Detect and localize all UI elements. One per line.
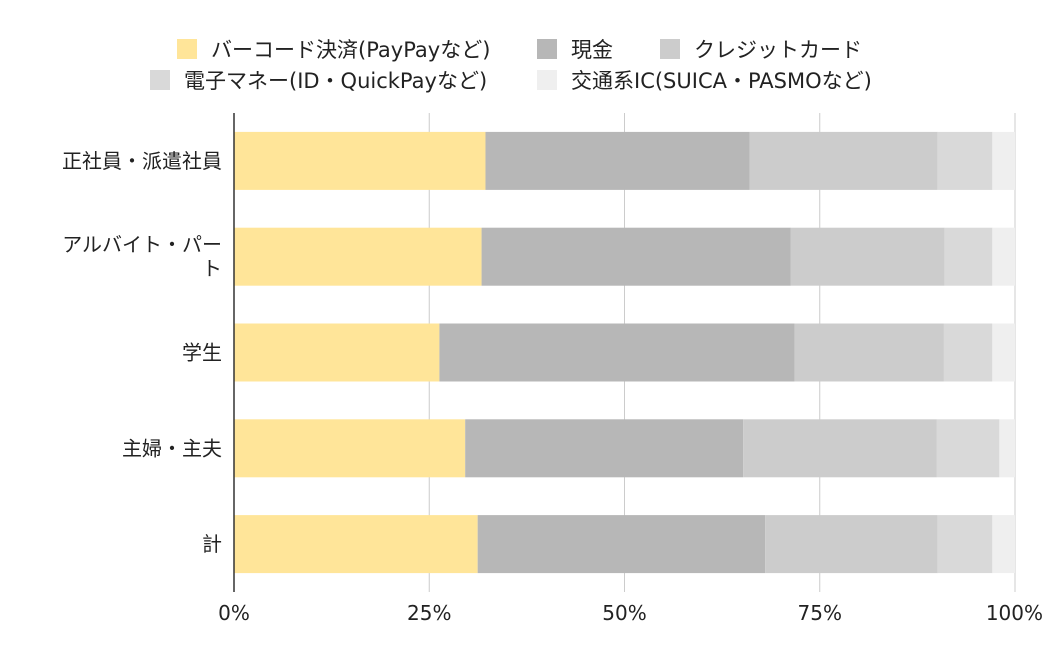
bar-segment <box>936 419 1000 478</box>
legend-item-3: 電子マネー(ID・QuickPayなど) <box>150 65 487 95</box>
legend-label: 交通系IC(SUICA・PASMOなど) <box>571 69 872 93</box>
bar-segment <box>485 131 750 190</box>
x-tick-label: 75% <box>798 601 842 625</box>
bar-segment <box>749 131 938 190</box>
bar-segment <box>992 323 1015 382</box>
legend-label: 現金 <box>571 38 613 62</box>
legend-label: 電子マネー(ID・QuickPayなど) <box>184 69 488 93</box>
x-tick-label: 50% <box>602 601 646 625</box>
legend-label: バーコード決済(PayPayなど) <box>211 38 491 62</box>
bar-segment <box>234 323 440 382</box>
category-label: アルバイト・パート <box>62 233 222 281</box>
legend-item-4: 交通系IC(SUICA・PASMOなど) <box>537 65 872 95</box>
legend-item-2: クレジットカード <box>660 34 862 64</box>
bar-segment <box>944 227 993 286</box>
bar-segment <box>439 323 795 382</box>
legend-swatch <box>537 39 557 59</box>
category-label: 学生 <box>182 341 222 365</box>
bar-segment <box>234 515 478 574</box>
category-label: 主婦・主夫 <box>122 436 222 460</box>
bar-segment <box>465 419 744 478</box>
category-label: 正社員・派遣社員 <box>62 149 222 173</box>
bar-segment <box>743 419 937 478</box>
bar-segment <box>790 227 945 286</box>
bar-segment <box>477 515 766 574</box>
bar-segment <box>992 131 1015 190</box>
bar-segment <box>794 323 944 382</box>
legend-item-1: 現金 <box>537 34 613 64</box>
bar-segment <box>943 323 993 382</box>
x-tick-label: 0% <box>218 601 250 625</box>
x-tick-label: 100% <box>986 601 1043 625</box>
bar-segment <box>234 419 466 478</box>
bar-segment <box>937 515 993 574</box>
bar-segment <box>234 227 482 286</box>
legend-swatch <box>177 39 197 59</box>
legend-swatch <box>150 70 170 90</box>
bar-segment <box>234 131 486 190</box>
category-label: 計 <box>202 532 222 556</box>
bar-segment <box>937 131 993 190</box>
bar-segment <box>999 419 1015 478</box>
legend-swatch <box>660 39 680 59</box>
legend-swatch <box>537 70 557 90</box>
legend-item-0: バーコード決済(PayPayなど) <box>177 34 490 64</box>
bar-segment <box>765 515 938 574</box>
legend-label: クレジットカード <box>694 38 862 62</box>
bar-segment <box>992 515 1015 574</box>
bar-segment <box>992 227 1015 286</box>
bar-segment <box>481 227 791 286</box>
x-tick-label: 25% <box>407 601 451 625</box>
